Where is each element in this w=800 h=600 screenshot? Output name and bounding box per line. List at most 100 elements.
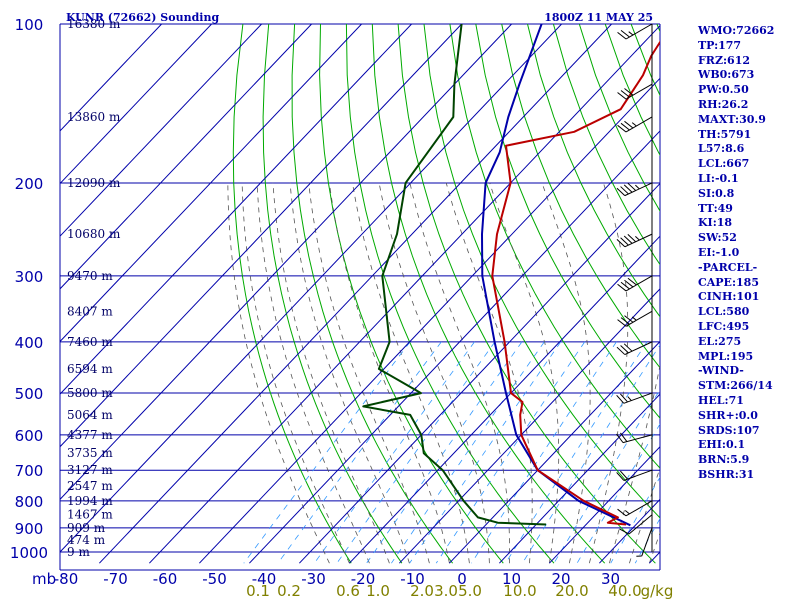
mixing-ratio-label: 0.6 — [336, 582, 360, 600]
pressure-tick-label: 200 — [15, 175, 44, 193]
sounding-index: EI:-1.0 — [698, 245, 740, 259]
height-label: 4377 m — [67, 428, 113, 442]
pressure-tick-label: 300 — [15, 268, 44, 286]
isotherm-line — [349, 235, 660, 564]
sounding-index: -WIND- — [698, 364, 744, 378]
height-label: 909 m — [67, 521, 106, 535]
mixing-ratio-label: 0.1 — [246, 582, 270, 600]
moist-adiabat-line — [227, 182, 330, 564]
moist-adiabat-line — [589, 182, 629, 564]
sounding-indices-panel: WMO:72662 TP:177 FRZ:612 WB0:673 PW:0.50 RH:2… — [698, 24, 798, 483]
height-label: 10680 m — [67, 227, 121, 241]
wind-barb — [619, 514, 653, 535]
sounding-index: TH:5791 — [698, 127, 752, 141]
isotherm-line — [449, 340, 660, 564]
height-label: 5800 m — [67, 386, 113, 400]
sounding-index: RH:26.2 — [698, 97, 749, 111]
moist-adiabat-line — [256, 182, 370, 564]
isotherm-line — [60, 24, 362, 343]
sounding-index: PW:0.50 — [698, 83, 749, 97]
moist-adiabat-line — [308, 182, 430, 564]
wind-barb — [616, 392, 653, 404]
temperature-tick-label: -70 — [103, 570, 128, 588]
wind-barb — [617, 500, 653, 517]
moist-adiabat-line — [329, 182, 450, 564]
sounding-index: SRDS:107 — [698, 423, 760, 437]
mixing-ratio-line — [243, 341, 411, 564]
mixing-ratio-line — [471, 341, 617, 564]
temperature-tick-label: -30 — [301, 570, 326, 588]
mixing-ratio-label: g/kg — [641, 582, 674, 600]
sounding-index: KI:18 — [698, 216, 733, 230]
moist-adiabat-line — [489, 182, 560, 564]
dry-adiabat-line — [423, 24, 660, 519]
isotherm-line — [60, 24, 212, 185]
dry-adiabat-line — [501, 24, 660, 369]
pressure-tick-label: 900 — [15, 520, 44, 538]
sounding-index: LCL:667 — [698, 157, 750, 171]
sounding-index: SI:0.8 — [698, 186, 735, 200]
mixing-ratio-line — [553, 388, 660, 564]
temperature-trace — [491, 40, 660, 526]
moist-adiabat-line — [352, 182, 470, 564]
moist-adiabat-line — [378, 182, 490, 564]
wind-barb — [617, 310, 653, 327]
chart-title-station: KUNR (72662) Sounding — [66, 11, 219, 24]
temperature-tick-label: 0 — [457, 570, 467, 588]
moist-adiabat-line — [409, 182, 510, 564]
mixing-ratio-line — [277, 341, 442, 564]
sounding-index: CINH:101 — [698, 290, 760, 304]
sounding-index: STM:266/14 — [698, 379, 773, 393]
temperature-tick-label: 20 — [551, 570, 570, 588]
temperature-tick-label: -40 — [252, 570, 277, 588]
height-label: 9470 m — [67, 269, 113, 283]
isotherm-line — [499, 393, 660, 564]
dry-adiabat-line — [345, 24, 555, 564]
height-label: 474 m — [67, 533, 106, 547]
height-label: 1994 m — [67, 494, 113, 508]
mixing-ratio-label: 5.0 — [458, 582, 482, 600]
sounding-index: -PARCEL- — [698, 260, 758, 274]
height-label: 5064 m — [67, 408, 113, 422]
height-label: 1467 m — [67, 508, 113, 522]
isotherm-line — [60, 24, 512, 501]
isotherm-line — [60, 24, 412, 395]
mixing-ratio-label: 20.0 — [555, 582, 588, 600]
isotherm-line — [149, 24, 660, 564]
sounding-index: LFC:495 — [698, 319, 750, 333]
pressure-tick-label: 600 — [15, 427, 44, 445]
height-label: 12090 m — [67, 176, 121, 190]
dry-adiabat-line — [527, 24, 660, 318]
mixing-ratio-line — [505, 341, 648, 564]
pressure-tick-label: 1000 — [10, 544, 48, 562]
mixing-ratio-line — [522, 344, 660, 564]
isotherm-line — [60, 24, 562, 553]
dry-adiabat-line — [475, 24, 660, 419]
sounding-index: BRN:5.9 — [698, 453, 750, 467]
height-label: 8407 m — [67, 304, 113, 318]
wind-barb — [616, 233, 653, 248]
isotherm-line — [60, 24, 312, 290]
dry-adiabat-line — [449, 24, 660, 469]
temperature-tick-label: -10 — [400, 570, 425, 588]
moist-adiabat-line — [241, 182, 350, 564]
height-label: 3735 m — [67, 446, 113, 460]
isotherm-line — [199, 77, 660, 564]
moist-adiabat-line — [609, 363, 660, 564]
mixing-ratio-line — [409, 341, 562, 564]
sounding-index: WB0:673 — [698, 68, 755, 82]
pressure-unit-label: mb — [32, 570, 56, 588]
sounding-index: BSHR:31 — [698, 467, 755, 481]
mixing-ratio-label: 2.0 — [410, 582, 434, 600]
isotherm-line — [399, 288, 660, 564]
wind-barb — [617, 275, 653, 292]
dry-adiabat-line — [371, 24, 606, 564]
height-label: 9 m — [67, 545, 90, 559]
isotherm-line — [60, 24, 262, 237]
sounding-index: CAPE:185 — [698, 275, 759, 289]
mixing-ratio-label: 40.0 — [608, 582, 641, 600]
temperature-tick-label: 30 — [601, 570, 620, 588]
mixing-ratio-line — [314, 341, 475, 564]
dry-adiabat-line — [397, 24, 656, 564]
